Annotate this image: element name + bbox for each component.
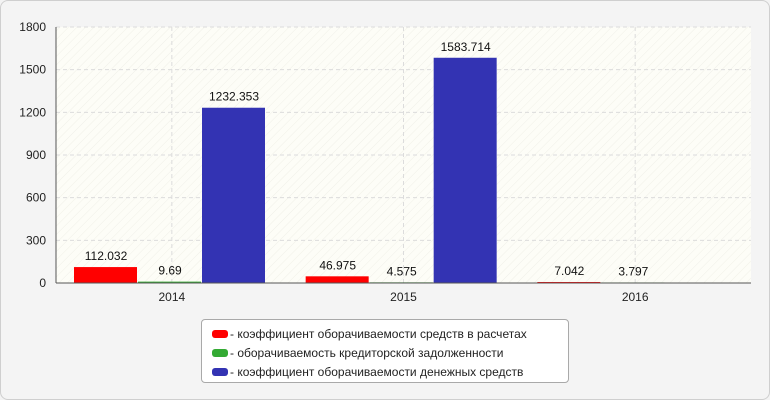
bars-group: [74, 57, 665, 283]
bar-chart: 112.032 9.69 1232.353 46.975 4.575 1583.714 7.…: [19, 20, 751, 304]
y-tick-label: 0: [39, 276, 46, 290]
chart-legend: - коэффициент оборачиваемости средств в …: [201, 319, 569, 383]
legend-item: - оборачиваемость кредиторской задолженн…: [212, 343, 568, 362]
grid-lines: [56, 26, 751, 283]
y-tick-label: 1200: [19, 105, 46, 119]
bar: [537, 281, 601, 283]
legend-label: - коэффициент оборачиваемости денежных с…: [230, 364, 524, 379]
data-label: 112.032: [85, 249, 128, 263]
axes-group: 0 300 600 900 1200 1500 1800 2014 2015 2016: [19, 20, 751, 304]
bar: [202, 107, 265, 283]
x-tick-label: 2016: [622, 290, 649, 304]
bar: [74, 267, 137, 283]
data-label: 1232.353: [209, 90, 259, 104]
legend-item: - коэффициент оборачиваемости средств в …: [212, 324, 568, 343]
y-tick-label: 600: [26, 191, 46, 205]
data-label: 1583.714: [441, 40, 491, 54]
x-tick-label: 2014: [158, 290, 185, 304]
bar: [433, 57, 497, 283]
data-labels-group: 112.032 9.69 1232.353 46.975 4.575 1583.714 7.…: [85, 40, 649, 279]
data-label: 9.69: [158, 264, 182, 278]
legend-swatch: [212, 367, 228, 376]
data-label: 4.575: [387, 264, 417, 278]
x-tick-label: 2015: [390, 290, 417, 304]
y-tick-label: 1500: [19, 63, 46, 77]
bar: [305, 276, 369, 283]
data-label: 7.042: [554, 264, 584, 278]
legend-label: - коэффициент оборачиваемости средств в …: [230, 326, 527, 341]
data-label: 3.797: [618, 264, 648, 278]
legend-swatch: [212, 348, 228, 357]
legend-swatch: [212, 329, 228, 338]
data-label: 46.975: [319, 258, 356, 272]
y-tick-label: 900: [26, 148, 46, 162]
y-tick-label: 300: [26, 233, 46, 247]
legend-label: - оборачиваемость кредиторской задолженн…: [230, 345, 504, 360]
bar: [138, 281, 201, 283]
y-tick-label: 1800: [19, 20, 46, 34]
legend-item: - коэффициент оборачиваемости денежных с…: [212, 362, 568, 381]
